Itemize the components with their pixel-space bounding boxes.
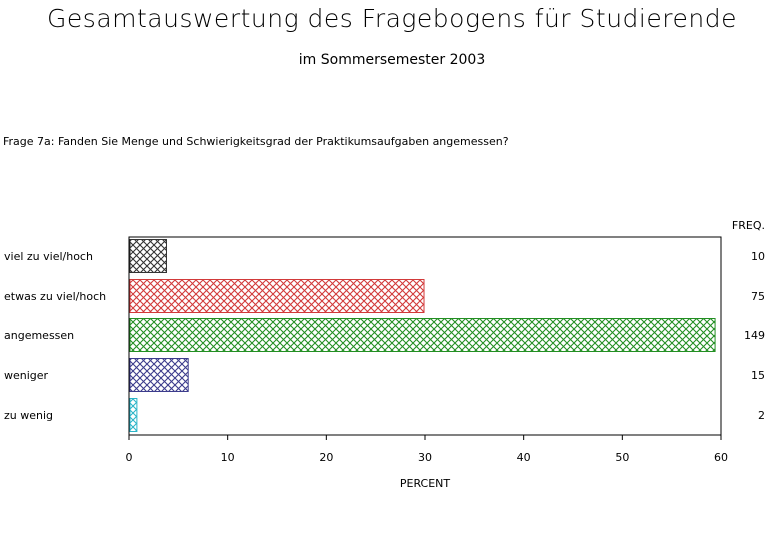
category-label: angemessen <box>4 329 74 342</box>
bar-2 <box>129 318 716 352</box>
bar-3 <box>129 358 189 392</box>
freq-header: FREQ. <box>732 219 765 232</box>
x-tick-label: 20 <box>319 451 333 464</box>
chart-title: Gesamtauswertung des Fragebogens für Stu… <box>47 4 737 33</box>
freq-value: 2 <box>758 409 765 422</box>
category-label: weniger <box>4 369 49 382</box>
freq-value: 10 <box>751 250 765 263</box>
freq-labels: 10 75 149 15 2 <box>744 250 765 422</box>
bar-1 <box>129 279 425 313</box>
x-tick-label: 40 <box>517 451 531 464</box>
x-tick-label: 50 <box>615 451 629 464</box>
category-label: etwas zu viel/hoch <box>4 290 106 303</box>
category-label: zu wenig <box>4 409 53 422</box>
x-axis: 0 10 20 30 40 50 60 <box>126 435 728 464</box>
x-tick-label: 10 <box>221 451 235 464</box>
x-tick-label: 60 <box>714 451 728 464</box>
category-labels: viel zu viel/hoch etwas zu viel/hoch angem… <box>4 250 106 422</box>
freq-value: 75 <box>751 290 765 303</box>
x-axis-label: PERCENT <box>400 477 451 490</box>
bars-layer <box>129 239 716 432</box>
x-tick-label: 30 <box>418 451 432 464</box>
bar-4 <box>129 398 138 432</box>
freq-value: 149 <box>744 329 765 342</box>
bar-0 <box>129 239 167 273</box>
x-tick-label: 0 <box>126 451 133 464</box>
question-text: Frage 7a: Fanden Sie Menge und Schwierig… <box>3 135 509 148</box>
freq-value: 15 <box>751 369 765 382</box>
category-label: viel zu viel/hoch <box>4 250 93 263</box>
chart-subtitle: im Sommersemester 2003 <box>298 52 486 68</box>
